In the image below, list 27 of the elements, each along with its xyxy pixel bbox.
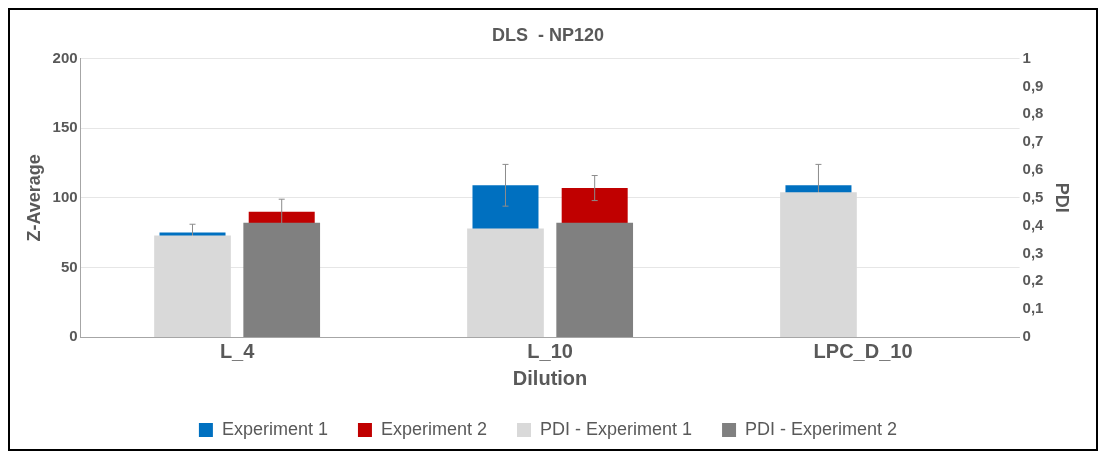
y2-tick-label: 0,3 (1022, 243, 1044, 261)
y2-tick-label: 1 (1022, 48, 1031, 66)
y2-tick-label: 0,8 (1022, 104, 1044, 122)
y2-tick-label: 0 (1022, 327, 1031, 345)
y-tick-label: 200 (52, 48, 78, 66)
y2-tick-label: 0,5 (1022, 187, 1044, 205)
y2-tick-label: 0,2 (1022, 271, 1044, 289)
x-axis-title: Dilution (512, 366, 588, 389)
legend-label: Experiment 2 (380, 418, 488, 439)
y2-tick-label: 0,4 (1022, 215, 1045, 233)
y2-tick-label: 0,9 (1022, 76, 1044, 94)
chart-title: DLS - NP120 (491, 24, 605, 45)
x-tick-label: L_10 (527, 339, 573, 362)
y-axis-title: Z-Average (23, 154, 44, 242)
y2-tick-label: 0,1 (1022, 299, 1044, 317)
y2-axis-title: PDI (1052, 182, 1073, 213)
x-tick-label: L_4 (219, 339, 256, 362)
y2-tick-label: 0,6 (1022, 160, 1044, 178)
x-tick-label: LPC_D_10 (813, 339, 913, 362)
legend-label: Experiment 1 (221, 418, 328, 439)
legend-label: PDI - Experiment 1 (540, 418, 693, 439)
y2-tick-label: 0,7 (1022, 132, 1044, 150)
y-tick-label: 150 (52, 118, 78, 136)
y-tick-label: 0 (69, 327, 78, 345)
y-tick-label: 100 (52, 187, 78, 205)
y-tick-label: 50 (60, 257, 78, 275)
legend-label: PDI - Experiment 2 (745, 418, 898, 439)
